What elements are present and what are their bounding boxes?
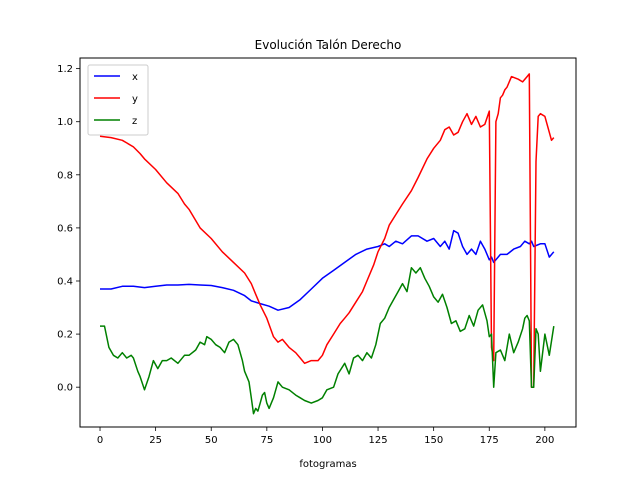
x-tick-label: 50 xyxy=(205,435,218,446)
x-tick-label: 100 xyxy=(313,435,332,446)
x-tick-label: 75 xyxy=(260,435,273,446)
x-tick-label: 150 xyxy=(424,435,443,446)
series-line-z xyxy=(100,266,555,415)
x-tick-label: 125 xyxy=(368,435,387,446)
y-axis-ticks: 0.0 0.2 0.4 0.6 0.8 1.0 1.2 xyxy=(57,64,80,394)
y-tick-label: 1.0 xyxy=(57,117,73,128)
legend: xyz xyxy=(87,64,149,136)
x-tick-label: 175 xyxy=(480,435,499,446)
series-line-y xyxy=(99,73,555,388)
y-tick-label: 0.6 xyxy=(57,223,73,234)
x-tick-label: 25 xyxy=(149,435,162,446)
legend-label-x: x xyxy=(132,72,138,83)
plot-area xyxy=(80,58,576,427)
legend-box xyxy=(87,64,149,136)
legend-label-z: z xyxy=(132,116,137,127)
x-tick-label: 0 xyxy=(97,435,103,446)
x-axis-label: fotogramas xyxy=(299,459,356,470)
y-tick-label: 0.2 xyxy=(57,330,73,341)
y-tick-label: 0.4 xyxy=(57,276,73,287)
y-tick-label: 0.0 xyxy=(57,383,73,394)
series-line-x xyxy=(100,229,555,311)
chart-title: Evolución Talón Derecho xyxy=(255,38,402,52)
y-tick-label: 0.8 xyxy=(57,170,73,181)
x-axis-ticks: 0 25 50 75 100 125 150 175 200 xyxy=(97,427,554,446)
series-layer xyxy=(99,73,555,415)
x-tick-label: 200 xyxy=(535,435,554,446)
legend-label-y: y xyxy=(132,94,138,105)
y-tick-label: 1.2 xyxy=(57,64,73,75)
plot-frame xyxy=(79,57,577,428)
